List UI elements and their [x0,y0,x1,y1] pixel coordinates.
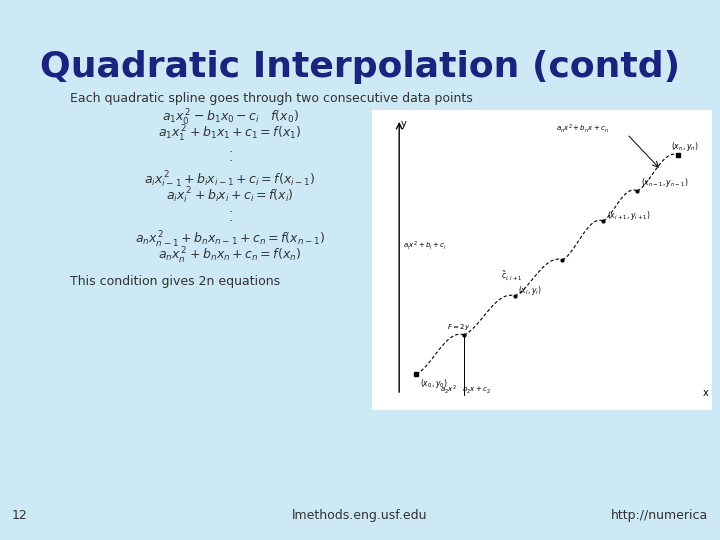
Text: x: x [703,388,708,398]
Text: $a_1 x_1^{\,2} + b_1 x_1 + c_1 = f(x_1)$: $a_1 x_1^{\,2} + b_1 x_1 + c_1 = f(x_1)$ [158,124,302,144]
Text: This condition gives 2n equations: This condition gives 2n equations [70,275,280,288]
Text: $.$: $.$ [228,211,233,224]
Text: $.$: $.$ [228,202,233,215]
Text: $a_n x^2 + b_n x + c_n$: $a_n x^2 + b_n x + c_n$ [556,122,608,134]
Text: y: y [401,119,407,129]
Text: $(x_{n-1},y_{n-1})$: $(x_{n-1},y_{n-1})$ [641,176,688,189]
Text: Each quadratic spline goes through two consecutive data points: Each quadratic spline goes through two c… [70,92,473,105]
Text: $a_n x_n^{\,2} + b_n x_n + c_n = f(x_n)$: $a_n x_n^{\,2} + b_n x_n + c_n = f(x_n)$ [158,246,302,266]
Text: $a_2 x^2 \quad b_2 x + c_2$: $a_2 x^2 \quad b_2 x + c_2$ [440,383,491,396]
Text: $(x_i,y_i)$: $(x_i,y_i)$ [518,284,542,297]
Text: $(x_n,y_n)$: $(x_n,y_n)$ [671,140,698,153]
Text: $a_n x_{n-1}^{\,2} + b_n x_{n-1} + c_n = f(x_{n-1})$: $a_n x_{n-1}^{\,2} + b_n x_{n-1} + c_n =… [135,230,325,250]
Text: http://numerica: http://numerica [611,509,708,522]
Text: $.$: $.$ [228,151,233,164]
Text: $\tilde{c}_{i,i+1}$: $\tilde{c}_{i,i+1}$ [501,269,523,282]
Text: $a_i x_i^{\,2} + b_i x_i + c_i = f(x_i)$: $a_i x_i^{\,2} + b_i x_i + c_i = f(x_i)$ [166,186,294,206]
Text: 12: 12 [12,509,28,522]
Text: $F=2y$: $F=2y$ [447,322,470,332]
Text: $a_i x_{i-1}^{\,2} + b_i x_{i-1} + c_i = f(x_{i-1})$: $a_i x_{i-1}^{\,2} + b_i x_{i-1} + c_i =… [144,170,315,190]
Text: $.$: $.$ [228,142,233,155]
Bar [372,110,712,410]
Text: $(x_0,y_0)$: $(x_0,y_0)$ [420,377,447,390]
Text: lmethods.eng.usf.edu: lmethods.eng.usf.edu [292,509,428,522]
Text: $a_i x^2 + b_i + c_i$: $a_i x^2 + b_i + c_i$ [402,239,446,252]
Text: $(x_{i+1},y_{i+1})$: $(x_{i+1},y_{i+1})$ [606,209,650,222]
Text: $a_1 x_0^{\,2} - b_1 x_0 - c_i \quad f(x_0)$: $a_1 x_0^{\,2} - b_1 x_0 - c_i \quad f(x… [161,108,299,128]
Text: Quadratic Interpolation (contd): Quadratic Interpolation (contd) [40,50,680,84]
